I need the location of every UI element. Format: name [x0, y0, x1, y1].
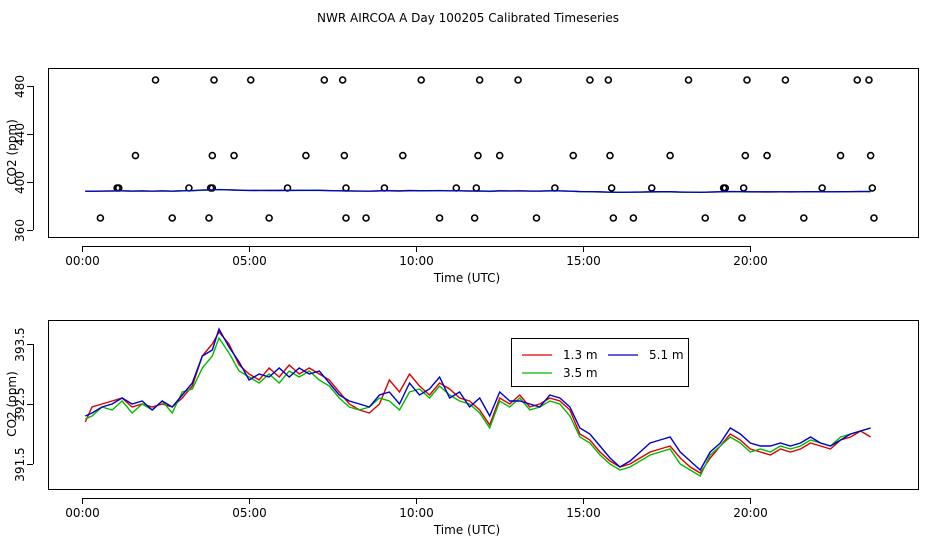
data-point [532, 214, 541, 222]
data-point [168, 214, 177, 222]
legend-label-1-3m: 1.3 m [563, 348, 598, 362]
data-point [398, 151, 407, 160]
panel2-x-tick-label: 10:00 [399, 506, 434, 520]
data-point [666, 151, 674, 160]
data-point [417, 76, 425, 84]
series-line-3-5-m [85, 336, 871, 477]
top-series-line-5-1-m [85, 188, 871, 193]
data-point [208, 151, 217, 160]
panel1-x-tick-label: 10:00 [399, 254, 434, 268]
data-point [475, 76, 484, 84]
panel2-x-tick-label: 00:00 [65, 506, 100, 520]
panel1-y-tick-label: 480 [13, 75, 27, 98]
data-point [302, 151, 310, 160]
data-point [866, 151, 875, 160]
data-point [470, 214, 479, 222]
legend: 1.3 m 3.5 m 5.1 m [511, 338, 689, 387]
panel2-x-tick-label: 20:00 [733, 506, 768, 520]
data-point [362, 214, 370, 222]
data-point [495, 151, 504, 160]
data-point [721, 184, 730, 192]
data-point [452, 184, 461, 192]
bottom-plot-frame [48, 320, 919, 490]
bottom-ylabel: CO2 (ppm) [5, 371, 19, 437]
panel2-y-tick-label: 392.5 [13, 387, 27, 421]
data-point [741, 151, 750, 160]
panel1-x-tick-label: 05:00 [232, 254, 267, 268]
panel1-y-tick-label: 360 [13, 219, 27, 242]
panel1-x-tick-label: 00:00 [65, 254, 100, 268]
data-point [514, 76, 522, 84]
data-point [205, 214, 213, 222]
data-point [208, 184, 217, 192]
data-point [799, 214, 808, 222]
data-point [320, 76, 329, 84]
data-point [551, 184, 559, 192]
data-point [604, 76, 613, 84]
panel1-y-tick-label: 440 [13, 123, 27, 146]
data-point [435, 214, 444, 222]
data-point [865, 76, 873, 84]
data-point [868, 184, 877, 192]
data-point [472, 184, 481, 192]
data-point [338, 76, 347, 84]
top-ylabel: CO2 (ppm) [5, 119, 19, 185]
panel1-x-tick-label: 15:00 [566, 254, 601, 268]
data-point [781, 76, 790, 84]
data-point [647, 184, 656, 192]
data-point [836, 151, 845, 160]
panel2-y-tick-label: 391.5 [13, 447, 27, 481]
panel1-y-tick-label: 400 [13, 171, 27, 194]
data-point [265, 214, 273, 222]
data-point [569, 151, 578, 160]
data-point [606, 151, 614, 160]
top-plot-frame [48, 68, 919, 238]
data-point [609, 214, 618, 222]
data-point [607, 184, 616, 192]
data-point [743, 76, 751, 84]
data-point [739, 184, 748, 192]
data-point [684, 76, 693, 84]
data-point [230, 151, 238, 160]
legend-box [511, 338, 689, 387]
series-line-1-3-m [84, 330, 871, 474]
top-xlabel: Time (UTC) [433, 271, 500, 285]
data-point [340, 151, 349, 160]
panel2-y-tick-label: 393.5 [13, 327, 27, 361]
legend-label-5-1m: 5.1 m [649, 348, 684, 362]
data-point [586, 76, 594, 84]
bottom-xlabel: Time (UTC) [433, 523, 500, 537]
data-point [131, 151, 140, 160]
series-line-5-1-m [85, 327, 871, 472]
chart-title: NWR AIRCOA A Day 100205 Calibrated Times… [317, 11, 619, 25]
data-point [342, 184, 350, 192]
data-point [818, 184, 826, 192]
panel2-x-tick-label: 05:00 [232, 506, 267, 520]
legend-label-3-5m: 3.5 m [563, 366, 598, 380]
data-point [474, 151, 482, 160]
panel1-x-tick-label: 20:00 [733, 254, 768, 268]
data-point [763, 151, 771, 160]
data-point [853, 76, 862, 84]
data-point [96, 214, 105, 222]
panel2-x-tick-label: 15:00 [566, 506, 601, 520]
data-point [342, 214, 350, 222]
data-point [246, 76, 255, 84]
data-point [210, 76, 218, 84]
data-point [701, 214, 710, 222]
bottom-panel: Time (UTC) CO2 (ppm) 00:00 05:00 10:00 15:0… [5, 320, 919, 537]
data-point [738, 214, 746, 222]
data-point [629, 214, 638, 222]
data-point [870, 214, 878, 222]
top-panel: Time (UTC) CO2 (ppm) 00:00 05:00 10:00 15:0… [5, 68, 919, 285]
data-point [151, 76, 160, 84]
